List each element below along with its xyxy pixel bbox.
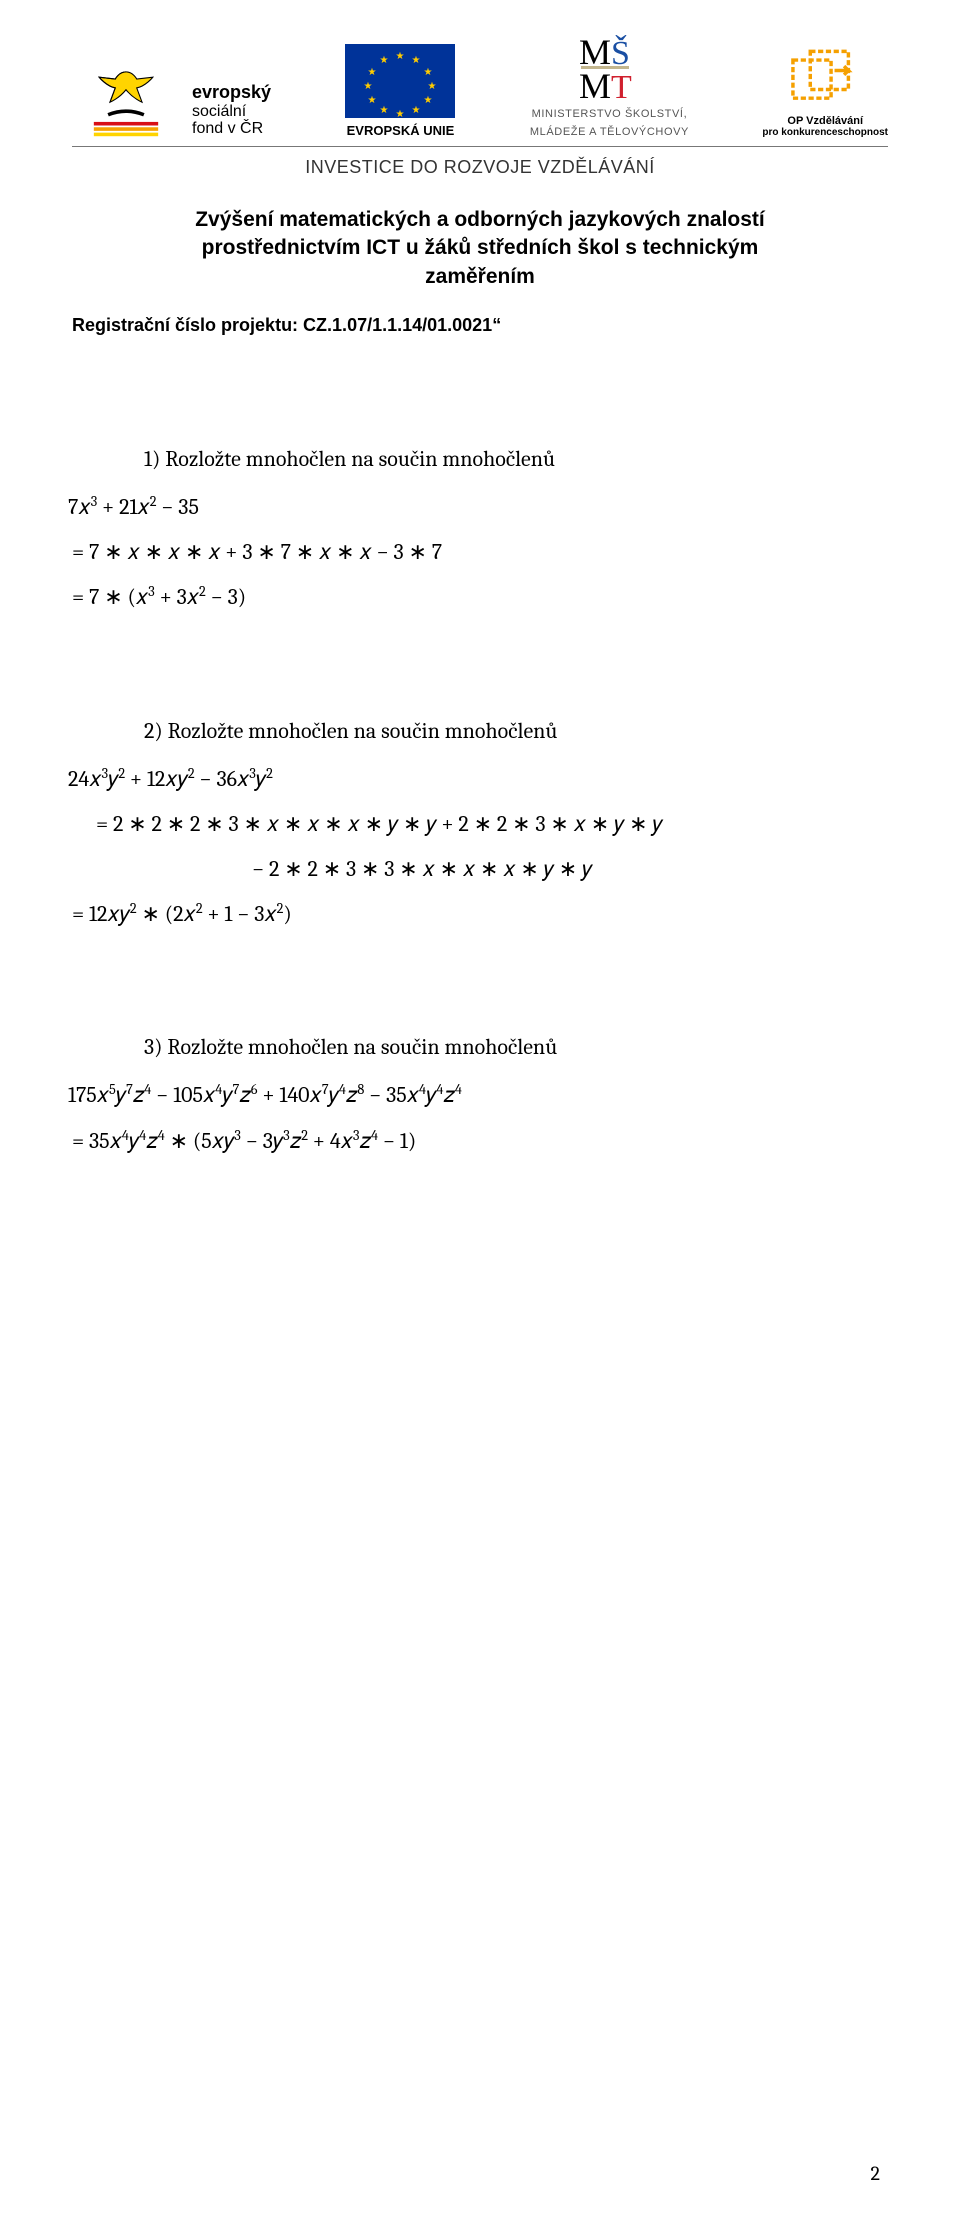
task2-prompt: 2) Rozložte mnohočlen na součin mnohočle…: [144, 718, 888, 744]
svg-text:Š: Š: [611, 34, 630, 72]
esf-line2: sociální: [192, 103, 271, 121]
esf-icon: [72, 54, 180, 138]
investice-line: INVESTICE DO ROZVOJE VZDĚLÁVÁNÍ: [72, 157, 888, 178]
esf-line3: fond v ČR: [192, 120, 271, 138]
header-divider: [72, 146, 888, 147]
task1-step1: = 7 ∗ 𝑥 ∗ 𝑥 ∗ 𝑥 + 3 ∗ 7 ∗ 𝑥 ∗ 𝑥 − 3 ∗ 7: [72, 535, 888, 570]
task3-given: 175𝑥5𝑦7𝑧4 − 105𝑥4𝑦7𝑧6 + 140𝑥7𝑦4𝑧8 − 35𝑥4…: [68, 1078, 888, 1113]
task2-step1b: − 2 ∗ 2 ∗ 3 ∗ 3 ∗ 𝑥 ∗ 𝑥 ∗ 𝑥 ∗ 𝑦 ∗ 𝑦: [252, 852, 888, 887]
logos-row: evropský sociální fond v ČR ★ ★ ★ ★ ★ ★ …: [72, 30, 888, 138]
task1-prompt: 1) Rozložte mnohočlen na součin mnohočle…: [144, 446, 888, 472]
task3-step: = 35𝑥4𝑦4𝑧4 ∗ (5𝑥𝑦3 − 3𝑦3𝑧2 + 4𝑥3𝑧4 − 1): [72, 1124, 888, 1159]
opvk-label-1: OP Vzdělávání: [787, 115, 863, 127]
eu-logo-block: ★ ★ ★ ★ ★ ★ ★ ★ ★ ★ ★ ★ EVROPSKÁ UNIE: [344, 43, 456, 138]
msmt-logo-block: M Š M T MINISTERSTVO ŠKOLSTVÍ, MLÁDEŽE A…: [530, 30, 689, 138]
eu-flag-icon: ★ ★ ★ ★ ★ ★ ★ ★ ★ ★ ★ ★: [344, 43, 456, 119]
registration-line: Registrační číslo projektu: CZ.1.07/1.1.…: [72, 315, 888, 336]
task2-step2: = 12𝑥𝑦2 ∗ (2𝑥2 + 1 − 3𝑥2): [72, 897, 888, 932]
svg-text:T: T: [611, 69, 632, 102]
project-title-l3: zaměřením: [425, 265, 535, 288]
task1-step2: = 7 ∗ (𝑥3 + 3𝑥2 − 3): [72, 580, 888, 615]
eu-label: EVROPSKÁ UNIE: [347, 123, 455, 138]
opvk-icon: EY-2005: [786, 49, 864, 111]
project-title: Zvýšení matematických a odborných jazyko…: [112, 206, 848, 291]
opvk-label-2: pro konkurenceschopnost: [762, 127, 888, 138]
page-number: 2: [871, 2162, 880, 2185]
task2-given: 24𝑥3𝑦2 + 12𝑥𝑦2 − 36𝑥3𝑦2: [68, 762, 888, 797]
task3-prompt: 3) Rozložte mnohočlen na součin mnohočle…: [144, 1034, 888, 1060]
esf-logo-block: evropský sociální fond v ČR: [72, 54, 271, 138]
task1-given: 7𝑥3 + 21𝑥2 − 35: [68, 490, 888, 525]
project-title-l1: Zvýšení matematických a odborných jazyko…: [195, 208, 765, 231]
esf-line1: evropský: [192, 83, 271, 103]
msmt-icon: M Š M T: [577, 30, 641, 102]
msmt-label-2: MLÁDEŽE A TĚLOVÝCHOVY: [530, 126, 689, 138]
page: evropský sociální fond v ČR ★ ★ ★ ★ ★ ★ …: [0, 0, 960, 2225]
project-title-l2: prostřednictvím ICT u žáků středních ško…: [202, 236, 759, 259]
opvk-logo-block: EY-2005 OP Vzdělávání pro konkurencescho…: [762, 49, 888, 138]
svg-text:M: M: [579, 66, 611, 102]
task2-step1a: = 2 ∗ 2 ∗ 2 ∗ 3 ∗ 𝑥 ∗ 𝑥 ∗ 𝑥 ∗ 𝑦 ∗ 𝑦 + 2 …: [96, 807, 888, 842]
msmt-label-1: MINISTERSTVO ŠKOLSTVÍ,: [532, 108, 688, 120]
esf-text: evropský sociální fond v ČR: [192, 83, 271, 138]
